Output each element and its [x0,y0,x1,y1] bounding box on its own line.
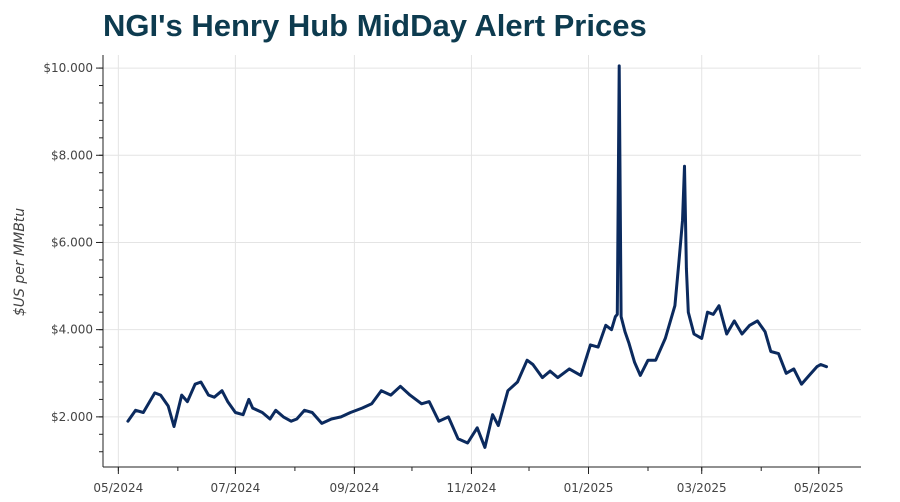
x-tick-label: 05/2025 [794,481,844,495]
x-tick-label: 05/2024 [93,481,143,495]
x-tick-label: 07/2024 [210,481,260,495]
y-tick-label: $2.000 [51,410,93,424]
y-tick-label: $6.000 [51,235,93,249]
y-tick-label: $8.000 [51,148,93,162]
x-tick-label: 01/2025 [564,481,614,495]
y-axis-title: $US per MMBtu [12,208,28,316]
axes: $2.000 $4.000 $6.000 $8.000 $10.000 05/2024 07… [43,55,861,495]
chart-title: NGI's Henry Hub MidDay Alert Prices [103,8,647,43]
y-tick-label: $4.000 [51,323,93,337]
x-tick-label: 11/2024 [447,481,497,495]
x-tick-label: 09/2024 [329,481,379,495]
y-tick-label: $10.000 [43,61,93,75]
x-tick-label: 03/2025 [677,481,727,495]
series-layer [126,64,828,449]
gridlines [103,55,861,467]
price-series-line [126,64,828,449]
